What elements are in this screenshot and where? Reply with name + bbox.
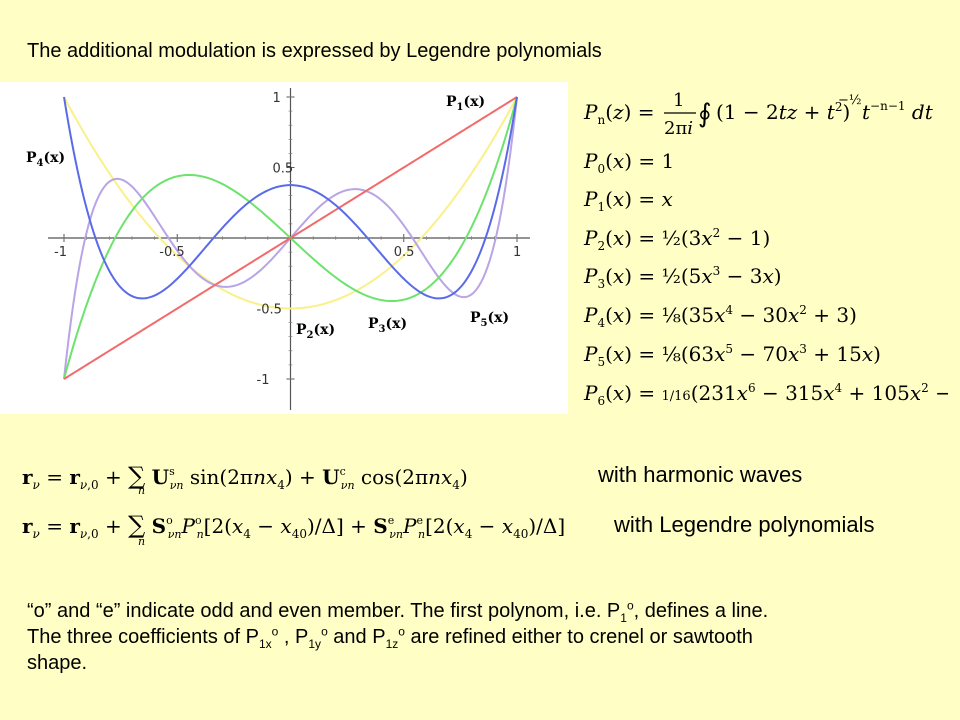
svg-text:P1(x) = x: P1(x) = x <box>583 187 673 214</box>
y-tick-label: 1 <box>273 91 281 106</box>
curve-p1x <box>63 96 518 380</box>
svg-text:Pn(z) =: Pn(z) = <box>583 100 654 127</box>
caption-line-1-sup: o <box>626 598 634 613</box>
svg-text:P5(x) = ⅛(63x5 − 70x3 + 15x): P5(x) = ⅛(63x5 − 70x3 + 15x) <box>583 342 881 369</box>
caption-line-3: shape. <box>27 652 88 674</box>
plot-axes <box>48 88 530 410</box>
formula-p6: P6(x) = 1/16(231x6 − 315x4 + 105x2 − 5) <box>583 381 960 408</box>
equation-legendre-svg: rν = rν,0 + ∑ So νnPo n[2(x4 − x40)/Δ] + S… <box>22 511 565 548</box>
caption-line-2-sub-1: 1x <box>258 637 272 651</box>
formula-p1: P1(x) = x <box>583 187 673 214</box>
caption-line-2-sup-2: o <box>321 624 328 639</box>
svg-text:P0(x) = 1: P0(x) = 1 <box>583 149 674 176</box>
legendre-plot: -1 -0.5 0.5 1 1 0.5 -0.5 -1 P1(x) P2(x) P3(x) P4(x… <box>0 82 568 414</box>
svg-text:2πi: 2πi <box>664 118 693 139</box>
svg-text:n: n <box>138 535 145 548</box>
svg-text:1: 1 <box>673 90 684 111</box>
equation-harmonic-svg: rν = rν,0 + ∑ Us νn sin(2πnx4) + Uc νn cos… <box>22 462 468 497</box>
label-p4: P4(x) <box>26 150 65 169</box>
svg-text:n: n <box>138 484 145 496</box>
caption-line-2-sub-3: 1z <box>385 637 399 651</box>
x-tick-label: 1 <box>513 245 521 260</box>
equation-legendre: rν = rν,0 + ∑ So νnPo n[2(x4 − x40)/Δ] + S… <box>20 505 580 554</box>
caption-line-1: “o” and “e” indicate odd and even member… <box>27 598 937 624</box>
label-p3: P3(x) <box>368 316 407 335</box>
caption-line-2-sub-2: 1y <box>308 637 322 651</box>
x-tick-label: 0.5 <box>394 245 415 260</box>
harmonic-label: with harmonic waves <box>598 462 803 487</box>
formula-p3: P3(x) = ½(5x3 − 3x) <box>583 264 782 291</box>
svg-text:∮: ∮ <box>698 99 712 129</box>
caption-line-2-text-d: are refined either to crenel or sawtooth <box>404 626 753 648</box>
legendre-formula-list: Pn(z) = 1 2πi ∮ (1 − 2tz + t2) −½ t−n−1 … <box>578 82 960 412</box>
formula-p4: P4(x) = ⅛(35x4 − 30x2 + 3) <box>583 303 857 330</box>
caption-line-2-text-b: , P <box>278 626 309 648</box>
y-tick-label: -1 <box>257 373 270 388</box>
caption-line-2-sup-3: o <box>398 624 405 639</box>
curve-p2x <box>63 96 518 310</box>
plot-curve-labels: P1(x) P2(x) P3(x) P4(x) P5(x) <box>26 94 509 341</box>
plot-curves <box>63 96 518 380</box>
caption-line-2-text-a: The three coefficients of P <box>27 626 259 648</box>
y-tick-label: -0.5 <box>257 303 282 318</box>
caption-line-1-end: , defines a line. <box>633 600 769 622</box>
formula-p0: P0(x) = 1 <box>583 149 674 176</box>
plot-tick-labels: -1 -0.5 0.5 1 1 0.5 -0.5 -1 <box>54 91 521 388</box>
formula-svg: Pn(z) = 1 2πi ∮ (1 − 2tz + t2) −½ t−n−1 … <box>583 90 960 408</box>
caption-line-2: The three coefficients of P1xo , P1yo an… <box>27 624 937 650</box>
curve-p4x <box>63 96 518 300</box>
equation-harmonic: rν = rν,0 + ∑ Us νn sin(2πnx4) + Uc νn cos… <box>20 456 580 501</box>
caption-line-2-sup-1: o <box>271 624 279 639</box>
caption-line-1-sub: 1 <box>620 611 627 625</box>
label-p1: P1(x) <box>446 94 485 113</box>
slide-heading: The additional modulation is expressed b… <box>27 40 602 62</box>
svg-text:−½: −½ <box>838 93 862 108</box>
svg-text:P6(x) = 1/16(231x6 − 315x4 + 1: P6(x) = 1/16(231x6 − 315x4 + 105x2 − 5) <box>583 381 948 408</box>
x-tick-label: -1 <box>54 245 67 260</box>
formula-pn: Pn(z) = 1 2πi ∮ (1 − 2tz + t2) −½ t−n−1 … <box>583 90 934 139</box>
formula-p5: P5(x) = ⅛(63x5 − 70x3 + 15x) <box>583 342 881 369</box>
svg-text:P3(x) = ½(5x3 − 3x): P3(x) = ½(5x3 − 3x) <box>583 264 782 291</box>
label-p2: P2(x) <box>296 322 335 341</box>
svg-text:(1 − 2tz + t2): (1 − 2tz + t2) <box>716 100 850 124</box>
legendre-plot-svg: -1 -0.5 0.5 1 1 0.5 -0.5 -1 P1(x) P2(x) P3(x) P4(x… <box>26 88 530 410</box>
legendre-label: with Legendre polynomials <box>614 512 875 537</box>
label-p5: P5(x) <box>470 310 509 329</box>
caption-line-1-text: “o” and “e” indicate odd and even member… <box>27 600 621 622</box>
caption-line-2-text-c: and P <box>327 626 386 648</box>
x-tick-label: -0.5 <box>159 245 184 260</box>
svg-text:P2(x) = ½(3x2 − 1): P2(x) = ½(3x2 − 1) <box>583 226 770 253</box>
svg-text:P4(x) = ⅛(35x4 − 30x2 + 3): P4(x) = ⅛(35x4 − 30x2 + 3) <box>583 303 857 330</box>
svg-text:t−n−1 dt: t−n−1 dt <box>862 99 934 124</box>
y-tick-label: 0.5 <box>273 162 294 177</box>
formula-p2: P2(x) = ½(3x2 − 1) <box>583 226 770 253</box>
caption-text: “o” and “e” indicate odd and even member… <box>27 598 937 676</box>
